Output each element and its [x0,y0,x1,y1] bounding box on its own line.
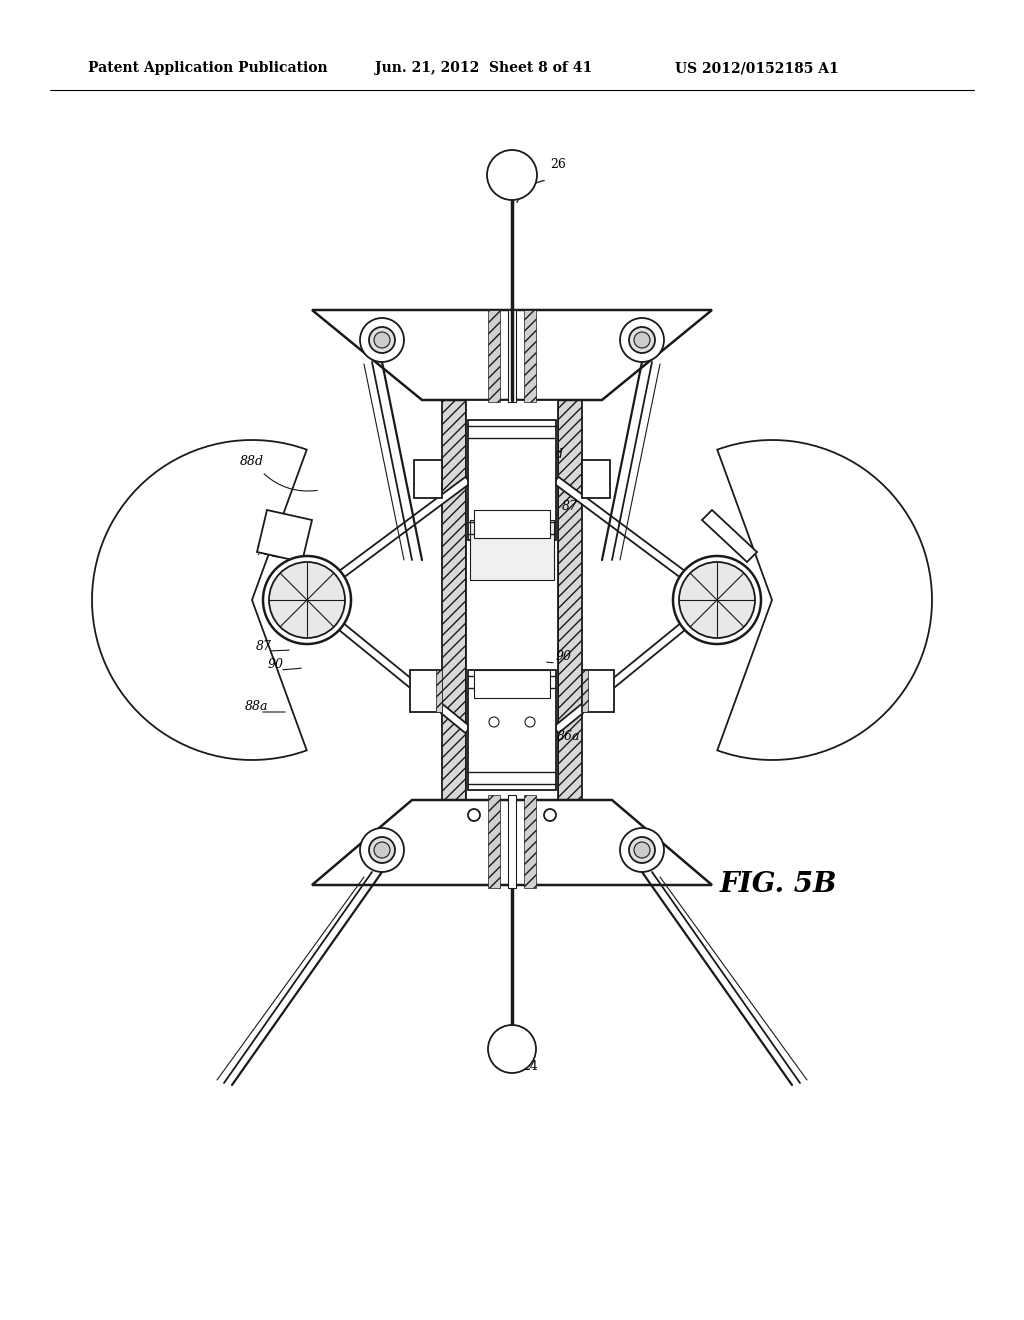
Circle shape [620,828,664,873]
Polygon shape [312,800,712,884]
Circle shape [629,327,655,352]
Circle shape [679,562,755,638]
Bar [558,400,582,830]
Bar [524,310,536,403]
Circle shape [620,318,664,362]
Text: 86d: 86d [540,447,564,461]
Bar [466,400,558,830]
Text: 86a: 86a [557,730,581,743]
Text: 90: 90 [268,657,284,671]
Bar [508,310,516,403]
Bar [436,671,442,711]
Circle shape [488,1026,536,1073]
Bar [442,400,466,830]
Wedge shape [717,440,932,760]
Polygon shape [257,510,312,562]
Text: US 2012/0152185 A1: US 2012/0152185 A1 [675,61,839,75]
Text: 90: 90 [556,649,572,663]
Circle shape [634,842,650,858]
Text: 26: 26 [550,158,566,172]
Bar [474,510,550,539]
Circle shape [374,333,390,348]
Text: 87: 87 [562,500,578,513]
Text: Jun. 21, 2012  Sheet 8 of 41: Jun. 21, 2012 Sheet 8 of 41 [375,61,592,75]
Text: 87: 87 [256,640,272,653]
Circle shape [263,556,351,644]
Bar [414,459,442,498]
Bar [468,671,556,789]
Circle shape [634,333,650,348]
Circle shape [360,318,404,362]
Bar [474,671,550,698]
Text: 24: 24 [522,1060,538,1073]
Text: 88a: 88a [245,700,268,713]
Circle shape [369,837,395,863]
Bar [470,520,554,579]
Circle shape [673,556,761,644]
Circle shape [468,809,480,821]
Polygon shape [325,612,471,733]
Bar [582,671,614,711]
Circle shape [360,828,404,873]
Text: 88d: 88d [240,455,264,469]
Circle shape [629,837,655,863]
Circle shape [374,842,390,858]
Text: FIG. 5B: FIG. 5B [720,871,838,899]
Circle shape [525,717,535,727]
Bar [508,795,516,888]
Bar [488,310,500,403]
Wedge shape [92,440,307,760]
Bar [582,459,610,498]
Polygon shape [553,612,699,733]
Circle shape [487,150,537,201]
Bar [468,420,556,540]
Circle shape [269,562,345,638]
Circle shape [544,809,556,821]
Polygon shape [554,477,699,589]
Polygon shape [702,510,757,562]
Text: Patent Application Publication: Patent Application Publication [88,61,328,75]
Bar [524,795,536,888]
Circle shape [489,717,499,727]
Bar [410,671,442,711]
Bar [582,671,588,711]
Polygon shape [325,477,470,589]
Bar [488,795,500,888]
Text: 70: 70 [255,545,271,558]
Circle shape [369,327,395,352]
Polygon shape [312,310,712,400]
